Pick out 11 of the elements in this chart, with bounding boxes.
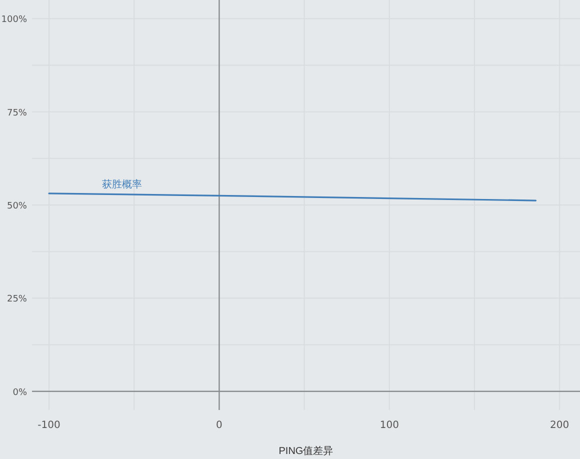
series-label: 获胜概率 <box>102 178 142 190</box>
y-tick-label: 100% <box>1 15 28 26</box>
x-tick-label: -100 <box>38 420 60 431</box>
x-tick-label: 0 <box>216 420 222 431</box>
x-tick-label: 200 <box>550 420 570 431</box>
x-axis-title: PING值差异 <box>278 445 334 457</box>
y-tick-label: 75% <box>6 108 28 118</box>
y-tick-label: 50% <box>6 202 28 212</box>
x-tick-label: 100 <box>380 420 399 431</box>
y-tick-label: 0% <box>12 388 28 398</box>
y-tick-label: 25% <box>6 294 28 305</box>
